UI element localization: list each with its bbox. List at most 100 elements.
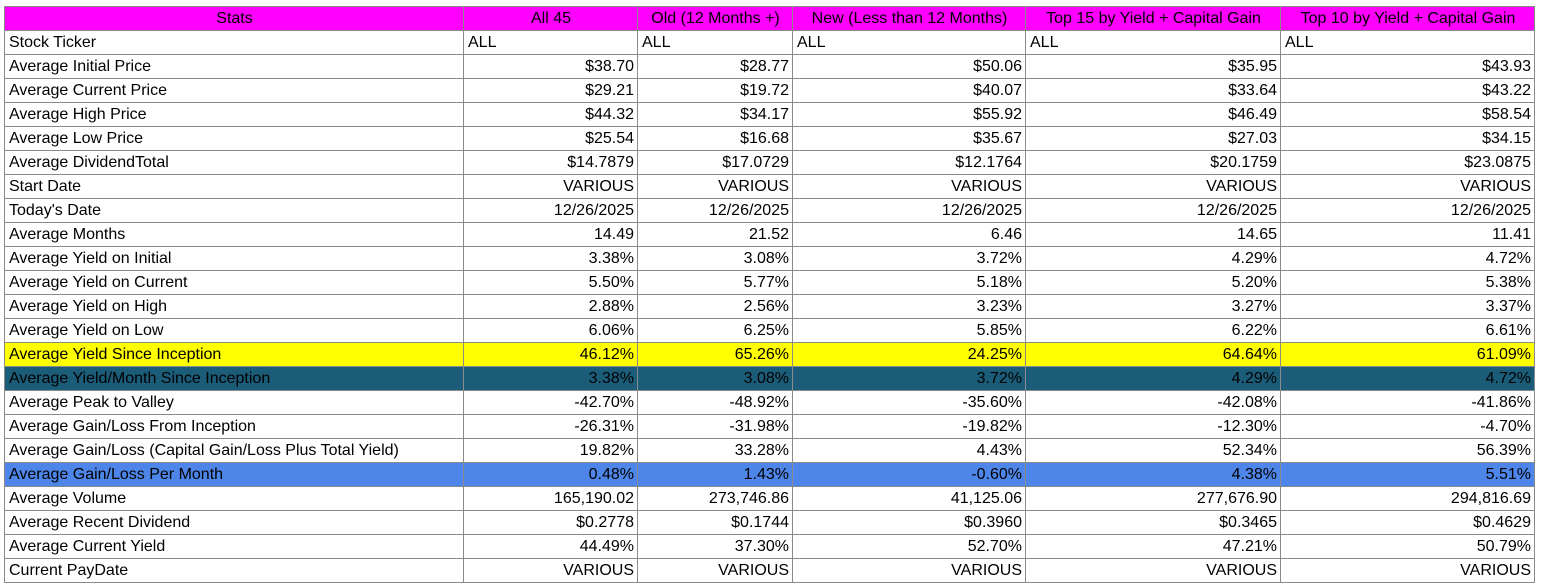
- value-cell[interactable]: 41,125.06: [792, 486, 1026, 511]
- value-cell[interactable]: 24.25%: [792, 342, 1026, 367]
- value-cell[interactable]: VARIOUS: [637, 174, 793, 199]
- value-cell[interactable]: ALL: [1025, 30, 1281, 55]
- value-cell[interactable]: ALL: [1280, 30, 1535, 55]
- value-cell[interactable]: $19.72: [637, 78, 793, 103]
- header-cell-stats[interactable]: Stats: [4, 6, 464, 31]
- value-cell[interactable]: $0.4629: [1280, 510, 1535, 535]
- value-cell[interactable]: $29.21: [463, 78, 638, 103]
- value-cell[interactable]: 3.72%: [792, 366, 1026, 391]
- row-label-cell[interactable]: Average Gain/Loss From Inception: [4, 414, 464, 439]
- value-cell[interactable]: 5.38%: [1280, 270, 1535, 295]
- value-cell[interactable]: 52.70%: [792, 534, 1026, 559]
- value-cell[interactable]: $20.1759: [1025, 150, 1281, 175]
- row-label-cell[interactable]: Average Yield on Initial: [4, 246, 464, 271]
- value-cell[interactable]: 5.51%: [1280, 462, 1535, 487]
- row-label-cell[interactable]: Average Current Price: [4, 78, 464, 103]
- value-cell[interactable]: VARIOUS: [792, 174, 1026, 199]
- value-cell[interactable]: VARIOUS: [463, 174, 638, 199]
- value-cell[interactable]: 65.26%: [637, 342, 793, 367]
- row-label-cell[interactable]: Average Months: [4, 222, 464, 247]
- value-cell[interactable]: $16.68: [637, 126, 793, 151]
- value-cell[interactable]: 12/26/2025: [637, 198, 793, 223]
- value-cell[interactable]: $28.77: [637, 54, 793, 79]
- value-cell[interactable]: VARIOUS: [463, 558, 638, 583]
- value-cell[interactable]: $35.95: [1025, 54, 1281, 79]
- value-cell[interactable]: $17.0729: [637, 150, 793, 175]
- value-cell[interactable]: 4.72%: [1280, 246, 1535, 271]
- value-cell[interactable]: 165,190.02: [463, 486, 638, 511]
- value-cell[interactable]: $38.70: [463, 54, 638, 79]
- value-cell[interactable]: 5.85%: [792, 318, 1026, 343]
- value-cell[interactable]: 12/26/2025: [1025, 198, 1281, 223]
- header-cell-top-15[interactable]: Top 15 by Yield + Capital Gain: [1025, 6, 1281, 31]
- header-cell-new[interactable]: New (Less than 12 Months): [792, 6, 1026, 31]
- value-cell[interactable]: 3.23%: [792, 294, 1026, 319]
- row-label-cell[interactable]: Average Yield Since Inception: [4, 342, 464, 367]
- value-cell[interactable]: 21.52: [637, 222, 793, 247]
- value-cell[interactable]: -42.70%: [463, 390, 638, 415]
- value-cell[interactable]: VARIOUS: [792, 558, 1026, 583]
- value-cell[interactable]: 6.46: [792, 222, 1026, 247]
- row-label-cell[interactable]: Average Low Price: [4, 126, 464, 151]
- value-cell[interactable]: $50.06: [792, 54, 1026, 79]
- value-cell[interactable]: $0.1744: [637, 510, 793, 535]
- value-cell[interactable]: $23.0875: [1280, 150, 1535, 175]
- row-label-cell[interactable]: Average Yield on High: [4, 294, 464, 319]
- value-cell[interactable]: 3.38%: [463, 246, 638, 271]
- value-cell[interactable]: -4.70%: [1280, 414, 1535, 439]
- value-cell[interactable]: 273,746.86: [637, 486, 793, 511]
- value-cell[interactable]: 46.12%: [463, 342, 638, 367]
- row-label-cell[interactable]: Current PayDate: [4, 558, 464, 583]
- row-label-cell[interactable]: Average Yield on Low: [4, 318, 464, 343]
- value-cell[interactable]: 4.43%: [792, 438, 1026, 463]
- value-cell[interactable]: VARIOUS: [1280, 174, 1535, 199]
- value-cell[interactable]: $0.3465: [1025, 510, 1281, 535]
- row-label-cell[interactable]: Average Gain/Loss Per Month: [4, 462, 464, 487]
- value-cell[interactable]: 5.50%: [463, 270, 638, 295]
- value-cell[interactable]: 5.18%: [792, 270, 1026, 295]
- value-cell[interactable]: 11.41: [1280, 222, 1535, 247]
- value-cell[interactable]: 5.20%: [1025, 270, 1281, 295]
- value-cell[interactable]: 12/26/2025: [1280, 198, 1535, 223]
- value-cell[interactable]: VARIOUS: [1280, 558, 1535, 583]
- value-cell[interactable]: ALL: [792, 30, 1026, 55]
- value-cell[interactable]: 6.61%: [1280, 318, 1535, 343]
- value-cell[interactable]: $12.1764: [792, 150, 1026, 175]
- value-cell[interactable]: $55.92: [792, 102, 1026, 127]
- value-cell[interactable]: 277,676.90: [1025, 486, 1281, 511]
- value-cell[interactable]: 47.21%: [1025, 534, 1281, 559]
- value-cell[interactable]: 64.64%: [1025, 342, 1281, 367]
- value-cell[interactable]: $0.3960: [792, 510, 1026, 535]
- value-cell[interactable]: $27.03: [1025, 126, 1281, 151]
- row-label-cell[interactable]: Average DividendTotal: [4, 150, 464, 175]
- value-cell[interactable]: 6.06%: [463, 318, 638, 343]
- value-cell[interactable]: $34.15: [1280, 126, 1535, 151]
- value-cell[interactable]: 3.72%: [792, 246, 1026, 271]
- value-cell[interactable]: 4.29%: [1025, 366, 1281, 391]
- value-cell[interactable]: $46.49: [1025, 102, 1281, 127]
- value-cell[interactable]: -35.60%: [792, 390, 1026, 415]
- value-cell[interactable]: 14.65: [1025, 222, 1281, 247]
- value-cell[interactable]: $25.54: [463, 126, 638, 151]
- value-cell[interactable]: 52.34%: [1025, 438, 1281, 463]
- value-cell[interactable]: 1.43%: [637, 462, 793, 487]
- row-label-cell[interactable]: Average Current Yield: [4, 534, 464, 559]
- value-cell[interactable]: 44.49%: [463, 534, 638, 559]
- row-label-cell[interactable]: Today's Date: [4, 198, 464, 223]
- value-cell[interactable]: 2.88%: [463, 294, 638, 319]
- value-cell[interactable]: 3.37%: [1280, 294, 1535, 319]
- value-cell[interactable]: $0.2778: [463, 510, 638, 535]
- value-cell[interactable]: 19.82%: [463, 438, 638, 463]
- header-cell-old[interactable]: Old (12 Months +): [637, 6, 793, 31]
- value-cell[interactable]: 14.49: [463, 222, 638, 247]
- value-cell[interactable]: -31.98%: [637, 414, 793, 439]
- value-cell[interactable]: 294,816.69: [1280, 486, 1535, 511]
- row-label-cell[interactable]: Average Volume: [4, 486, 464, 511]
- value-cell[interactable]: 3.08%: [637, 366, 793, 391]
- value-cell[interactable]: 37.30%: [637, 534, 793, 559]
- value-cell[interactable]: $44.32: [463, 102, 638, 127]
- row-label-cell[interactable]: Average High Price: [4, 102, 464, 127]
- value-cell[interactable]: -12.30%: [1025, 414, 1281, 439]
- value-cell[interactable]: 3.08%: [637, 246, 793, 271]
- value-cell[interactable]: 4.29%: [1025, 246, 1281, 271]
